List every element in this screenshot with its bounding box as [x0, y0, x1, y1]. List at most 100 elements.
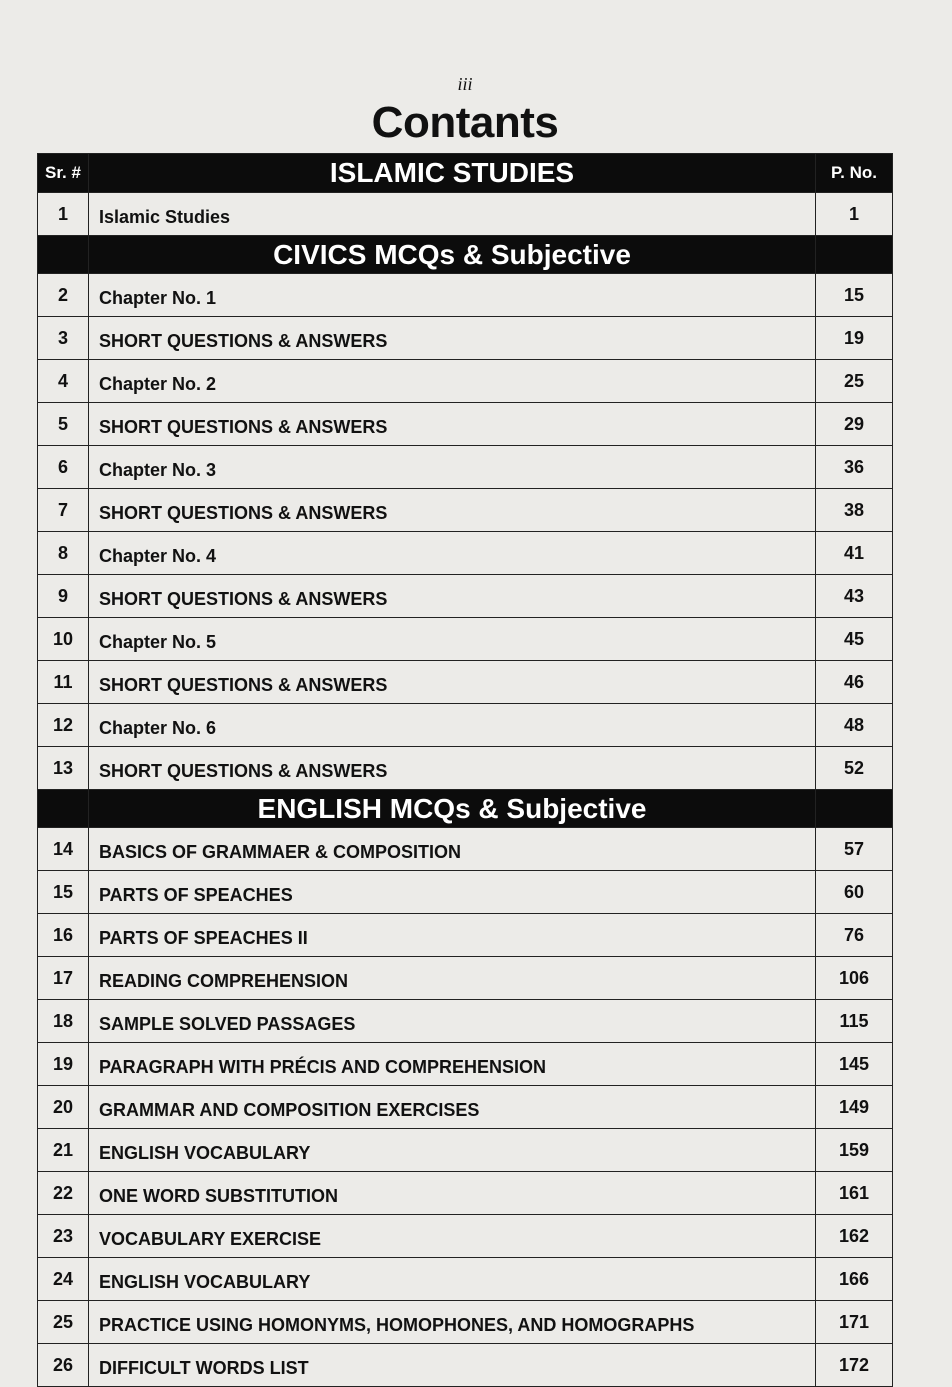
section-heading: ISLAMIC STUDIES: [88, 153, 816, 193]
section-heading-row: CIVICS MCQs & Subjective: [37, 235, 893, 274]
entry-page: 172: [815, 1343, 893, 1387]
page-no-header: [815, 789, 893, 828]
serial-number: 19: [37, 1042, 89, 1086]
entry-page: 76: [815, 913, 893, 957]
entry-page: 45: [815, 617, 893, 661]
serial-number: 5: [37, 402, 89, 446]
table-row: 10 Chapter No. 5 45: [37, 617, 893, 661]
table-row: 25 PRACTICE USING HOMONYMS, HOMOPHONES, A…: [37, 1300, 893, 1344]
sr-header: [37, 235, 89, 274]
table-row: 6 Chapter No. 3 36: [37, 445, 893, 489]
section-heading-row: Sr. # ISLAMIC STUDIES P. No.: [37, 153, 893, 193]
entry-page: 25: [815, 359, 893, 403]
entry-title: Chapter No. 5: [88, 617, 816, 661]
section-heading-row: ENGLISH MCQs & Subjective: [37, 789, 893, 828]
serial-number: 26: [37, 1343, 89, 1387]
entry-title: PARTS OF SPEACHES II: [88, 913, 816, 957]
entry-title: VOCABULARY EXERCISE: [88, 1214, 816, 1258]
entry-title: SHORT QUESTIONS & ANSWERS: [88, 316, 816, 360]
entry-title: ONE WORD SUBSTITUTION: [88, 1171, 816, 1215]
entry-title: PARAGRAPH WITH PRÉCIS AND COMPREHENSION: [88, 1042, 816, 1086]
entry-page: 43: [815, 574, 893, 618]
table-row: 18 SAMPLE SOLVED PASSAGES 115: [37, 999, 893, 1043]
entry-page: 46: [815, 660, 893, 704]
table-row: 21 ENGLISH VOCABULARY 159: [37, 1128, 893, 1172]
serial-number: 8: [37, 531, 89, 575]
entry-page: 162: [815, 1214, 893, 1258]
entry-page: 48: [815, 703, 893, 747]
table-row: 1 Islamic Studies 1: [37, 192, 893, 236]
entry-title: Chapter No. 3: [88, 445, 816, 489]
entry-title: Islamic Studies: [88, 192, 816, 236]
table-row: 16 PARTS OF SPEACHES II 76: [37, 913, 893, 957]
serial-number: 12: [37, 703, 89, 747]
serial-number: 23: [37, 1214, 89, 1258]
entry-title: SHORT QUESTIONS & ANSWERS: [88, 574, 816, 618]
table-row: 13 SHORT QUESTIONS & ANSWERS 52: [37, 746, 893, 790]
entry-title: Chapter No. 6: [88, 703, 816, 747]
table-row: 22 ONE WORD SUBSTITUTION 161: [37, 1171, 893, 1215]
table-row: 8 Chapter No. 4 41: [37, 531, 893, 575]
serial-number: 1: [37, 192, 89, 236]
serial-number: 15: [37, 870, 89, 914]
table-row: 3 SHORT QUESTIONS & ANSWERS 19: [37, 316, 893, 360]
table-row: 23 VOCABULARY EXERCISE 162: [37, 1214, 893, 1258]
entry-page: 145: [815, 1042, 893, 1086]
table-row: 7 SHORT QUESTIONS & ANSWERS 38: [37, 488, 893, 532]
entry-page: 15: [815, 273, 893, 317]
table-row: 12 Chapter No. 6 48: [37, 703, 893, 747]
entry-title: PRACTICE USING HOMONYMS, HOMOPHONES, AND…: [88, 1300, 816, 1344]
entry-title: DIFFICULT WORDS LIST: [88, 1343, 816, 1387]
section-heading: ENGLISH MCQs & Subjective: [88, 789, 816, 828]
serial-number: 14: [37, 827, 89, 871]
page-number: iii: [457, 74, 473, 94]
serial-number: 6: [37, 445, 89, 489]
entry-page: 149: [815, 1085, 893, 1129]
serial-number: 25: [37, 1300, 89, 1344]
sr-header: [37, 789, 89, 828]
serial-number: 24: [37, 1257, 89, 1301]
entry-page: 19: [815, 316, 893, 360]
entry-title: Chapter No. 2: [88, 359, 816, 403]
serial-number: 18: [37, 999, 89, 1043]
entry-title: SHORT QUESTIONS & ANSWERS: [88, 746, 816, 790]
serial-number: 22: [37, 1171, 89, 1215]
entry-page: 52: [815, 746, 893, 790]
table-row: 24 ENGLISH VOCABULARY 166: [37, 1257, 893, 1301]
serial-number: 9: [37, 574, 89, 618]
table-row: 20 GRAMMAR AND COMPOSITION EXERCISES 149: [37, 1085, 893, 1129]
entry-page: 29: [815, 402, 893, 446]
entry-title: READING COMPREHENSION: [88, 956, 816, 1000]
entry-title: SHORT QUESTIONS & ANSWERS: [88, 488, 816, 532]
entry-page: 161: [815, 1171, 893, 1215]
entry-title: SAMPLE SOLVED PASSAGES: [88, 999, 816, 1043]
entry-title: BASICS OF GRAMMAER & COMPOSITION: [88, 827, 816, 871]
serial-number: 3: [37, 316, 89, 360]
serial-number: 20: [37, 1085, 89, 1129]
entry-title: Chapter No. 1: [88, 273, 816, 317]
entry-title: SHORT QUESTIONS & ANSWERS: [88, 660, 816, 704]
entry-title: Chapter No. 4: [88, 531, 816, 575]
table-row: 5 SHORT QUESTIONS & ANSWERS 29: [37, 402, 893, 446]
serial-number: 11: [37, 660, 89, 704]
table-row: 11 SHORT QUESTIONS & ANSWERS 46: [37, 660, 893, 704]
table-row: 14 BASICS OF GRAMMAER & COMPOSITION 57: [37, 827, 893, 871]
serial-number: 10: [37, 617, 89, 661]
entry-page: 171: [815, 1300, 893, 1344]
entry-title: ENGLISH VOCABULARY: [88, 1128, 816, 1172]
entry-page: 166: [815, 1257, 893, 1301]
entry-title: GRAMMAR AND COMPOSITION EXERCISES: [88, 1085, 816, 1129]
entry-page: 1: [815, 192, 893, 236]
contents-table: Sr. # ISLAMIC STUDIES P. No. 1 Islamic Studi…: [37, 153, 893, 1387]
entry-page: 57: [815, 827, 893, 871]
page-title: Contants: [371, 98, 559, 147]
entry-page: 115: [815, 999, 893, 1043]
entry-page: 38: [815, 488, 893, 532]
page-no-header: P. No.: [815, 153, 893, 193]
entry-page: 36: [815, 445, 893, 489]
page-no-header: [815, 235, 893, 274]
entry-page: 159: [815, 1128, 893, 1172]
table-row: 15 PARTS OF SPEACHES 60: [37, 870, 893, 914]
serial-number: 13: [37, 746, 89, 790]
entry-title: SHORT QUESTIONS & ANSWERS: [88, 402, 816, 446]
